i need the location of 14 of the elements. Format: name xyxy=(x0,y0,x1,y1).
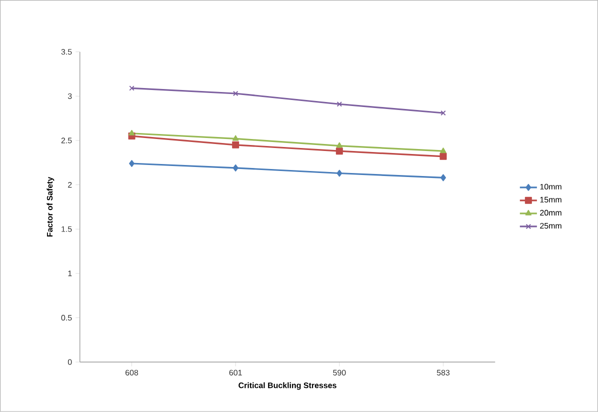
point xyxy=(128,130,135,136)
point xyxy=(336,170,342,177)
point xyxy=(232,90,238,96)
point xyxy=(440,148,446,154)
point xyxy=(440,152,447,160)
point xyxy=(336,102,342,107)
point xyxy=(440,110,446,116)
point xyxy=(336,142,343,148)
point xyxy=(129,160,135,168)
point xyxy=(232,141,240,148)
point xyxy=(232,164,238,172)
point xyxy=(336,148,343,155)
point xyxy=(232,135,239,141)
point xyxy=(440,174,446,182)
